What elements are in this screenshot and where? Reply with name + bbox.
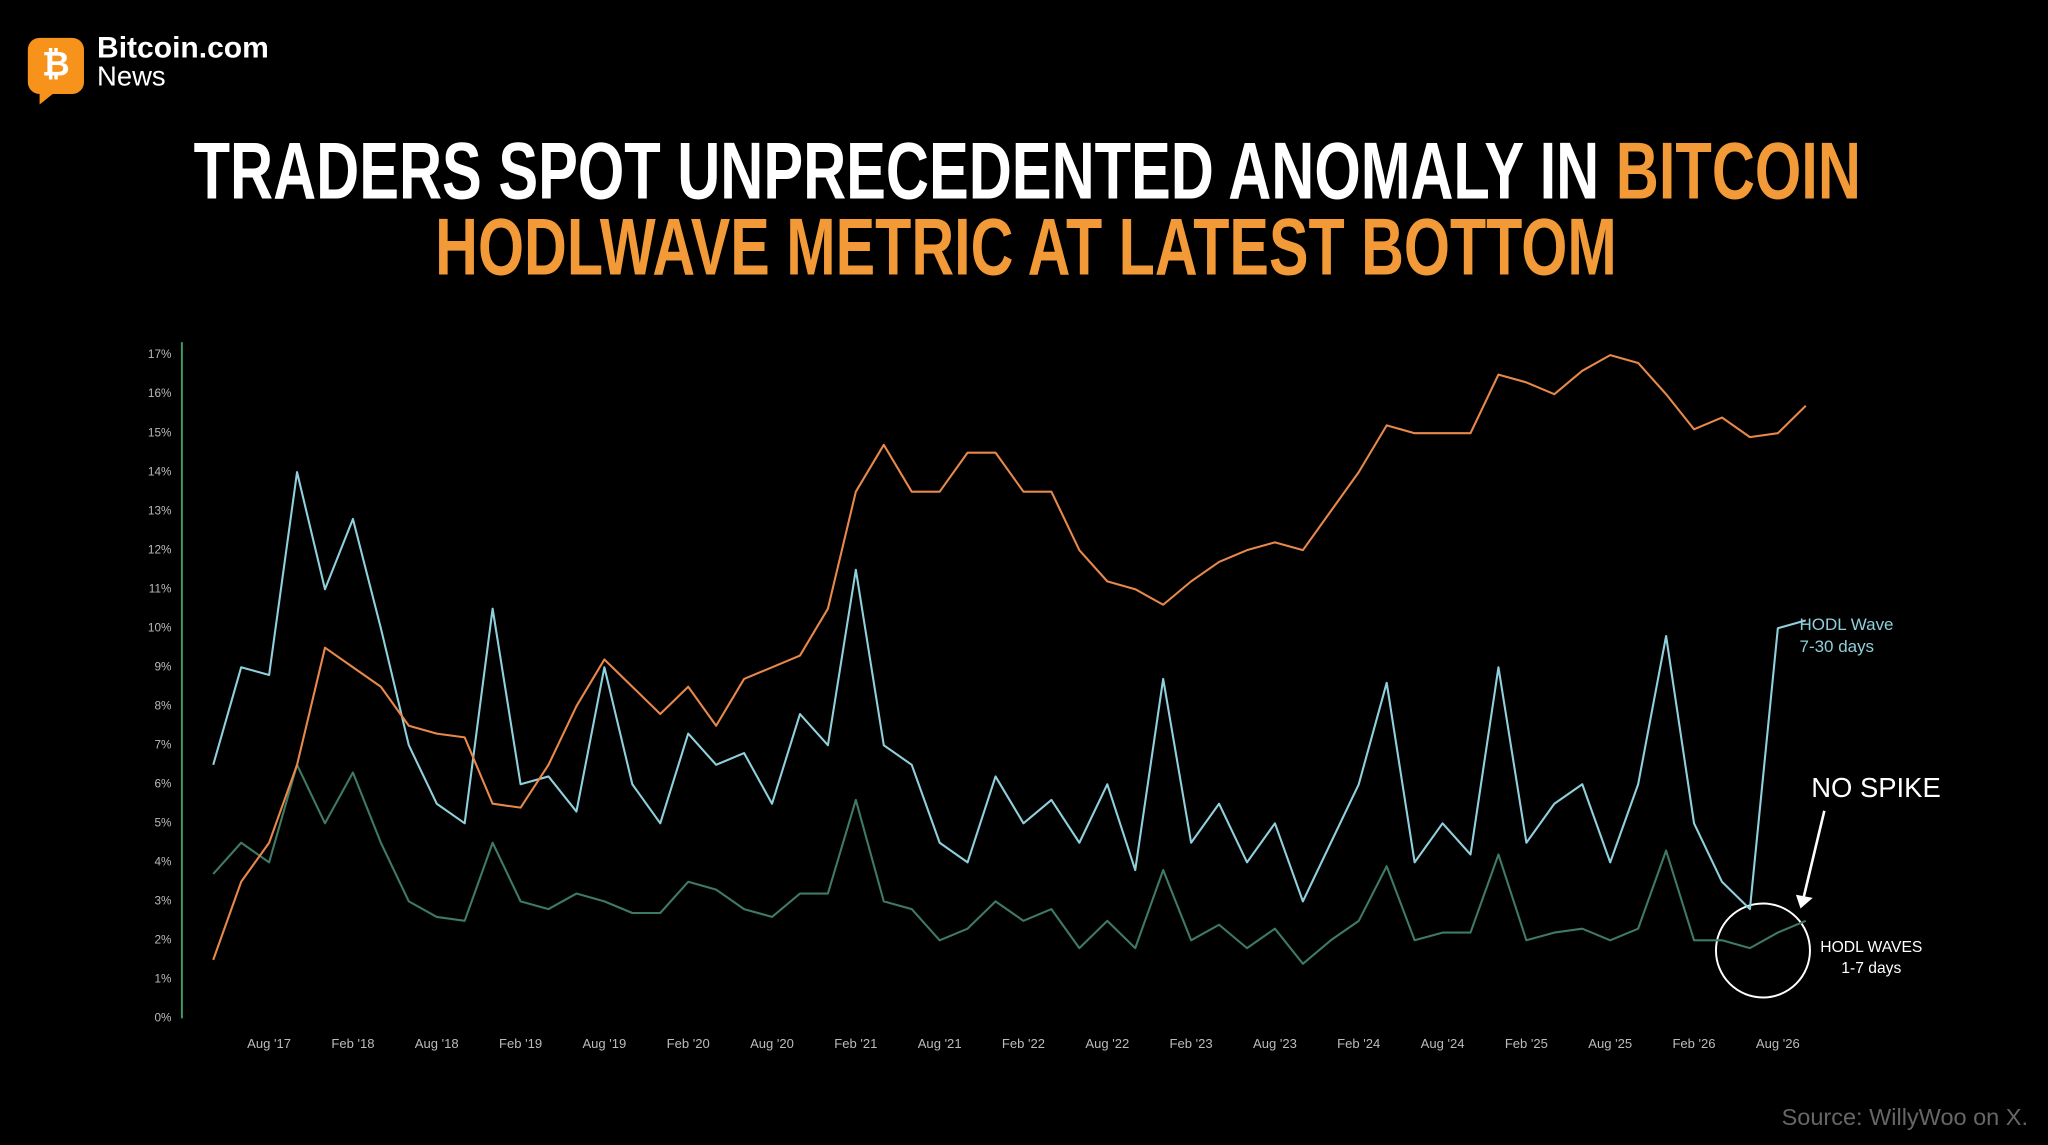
headline-2: HODLWAVE METRIC AT LATEST BOTTOM xyxy=(435,203,1617,293)
y-tick-label: 14% xyxy=(148,465,172,478)
series-line xyxy=(212,763,1807,965)
x-tick-label: Aug '19 xyxy=(582,1036,626,1051)
annotation: 7-30 days xyxy=(1800,637,1875,656)
y-tick-label: 10% xyxy=(148,621,172,634)
highlight-circle xyxy=(1714,902,1811,999)
brand-sub: News xyxy=(97,61,166,92)
x-tick-label: Feb '22 xyxy=(1002,1036,1045,1051)
y-tick-label: 17% xyxy=(148,348,172,361)
y-tick-label: 4% xyxy=(154,855,172,868)
x-tick-label: Aug '25 xyxy=(1588,1036,1632,1051)
y-tick-label: 16% xyxy=(148,387,172,400)
x-tick-label: Aug '17 xyxy=(247,1036,291,1051)
x-tick-label: Aug '18 xyxy=(415,1036,459,1051)
x-tick-label: Feb '19 xyxy=(499,1036,542,1051)
y-tick-label: 0% xyxy=(154,1011,172,1024)
y-tick-label: 12% xyxy=(148,543,172,556)
x-tick-label: Feb '23 xyxy=(1170,1036,1213,1051)
x-tick-label: Feb '18 xyxy=(331,1036,374,1051)
x-tick-label: Aug '22 xyxy=(1085,1036,1129,1051)
y-tick-label: 7% xyxy=(154,738,172,751)
x-tick-label: Aug '24 xyxy=(1421,1036,1465,1051)
series-line xyxy=(212,354,1807,961)
x-tick-label: Feb '21 xyxy=(834,1036,877,1051)
y-tick-label: 13% xyxy=(148,504,172,517)
brand: Bitcoin.com xyxy=(97,32,269,65)
x-tick-label: Feb '24 xyxy=(1337,1036,1380,1051)
y-tick-label: 1% xyxy=(154,972,172,985)
x-tick-label: Feb '26 xyxy=(1672,1036,1715,1051)
logo-badge xyxy=(27,37,84,95)
annotation: 1-7 days xyxy=(1841,960,1901,977)
x-tick-label: Aug '23 xyxy=(1253,1036,1297,1051)
logo-symbol: ₿ xyxy=(42,46,70,84)
annotation: NO SPIKE xyxy=(1811,772,1940,803)
x-tick-label: Aug '26 xyxy=(1756,1036,1800,1051)
x-tick-label: Feb '20 xyxy=(667,1036,710,1051)
logo-tail xyxy=(39,94,53,105)
y-tick-label: 8% xyxy=(154,699,172,712)
y-tick-label: 6% xyxy=(154,777,172,790)
y-tick-label: 15% xyxy=(148,426,172,439)
y-tick-label: 11% xyxy=(149,582,172,595)
y-tick-label: 5% xyxy=(154,816,172,829)
headline-orange: BITCOIN xyxy=(1616,127,1861,217)
annotation: HODL WAVES xyxy=(1820,939,1922,956)
y-tick-label: 3% xyxy=(154,894,172,907)
series-line xyxy=(212,471,1807,911)
x-tick-label: Feb '25 xyxy=(1505,1036,1548,1051)
annotation: HODL Wave xyxy=(1800,615,1894,634)
x-tick-label: Aug '20 xyxy=(750,1036,794,1051)
arrow-head xyxy=(1795,894,1813,909)
arrow-shaft xyxy=(1802,810,1826,899)
headline-white: TRADERS SPOT UNPRECEDENTED ANOMALY IN xyxy=(194,127,1616,217)
y-tick-label: 9% xyxy=(154,660,172,673)
y-tick-label: 2% xyxy=(154,933,172,946)
source: Source: WillyWoo on X. xyxy=(1782,1104,2028,1130)
headline-1: TRADERS SPOT UNPRECEDENTED ANOMALY IN BI… xyxy=(194,127,1861,217)
x-tick-label: Aug '21 xyxy=(918,1036,962,1051)
